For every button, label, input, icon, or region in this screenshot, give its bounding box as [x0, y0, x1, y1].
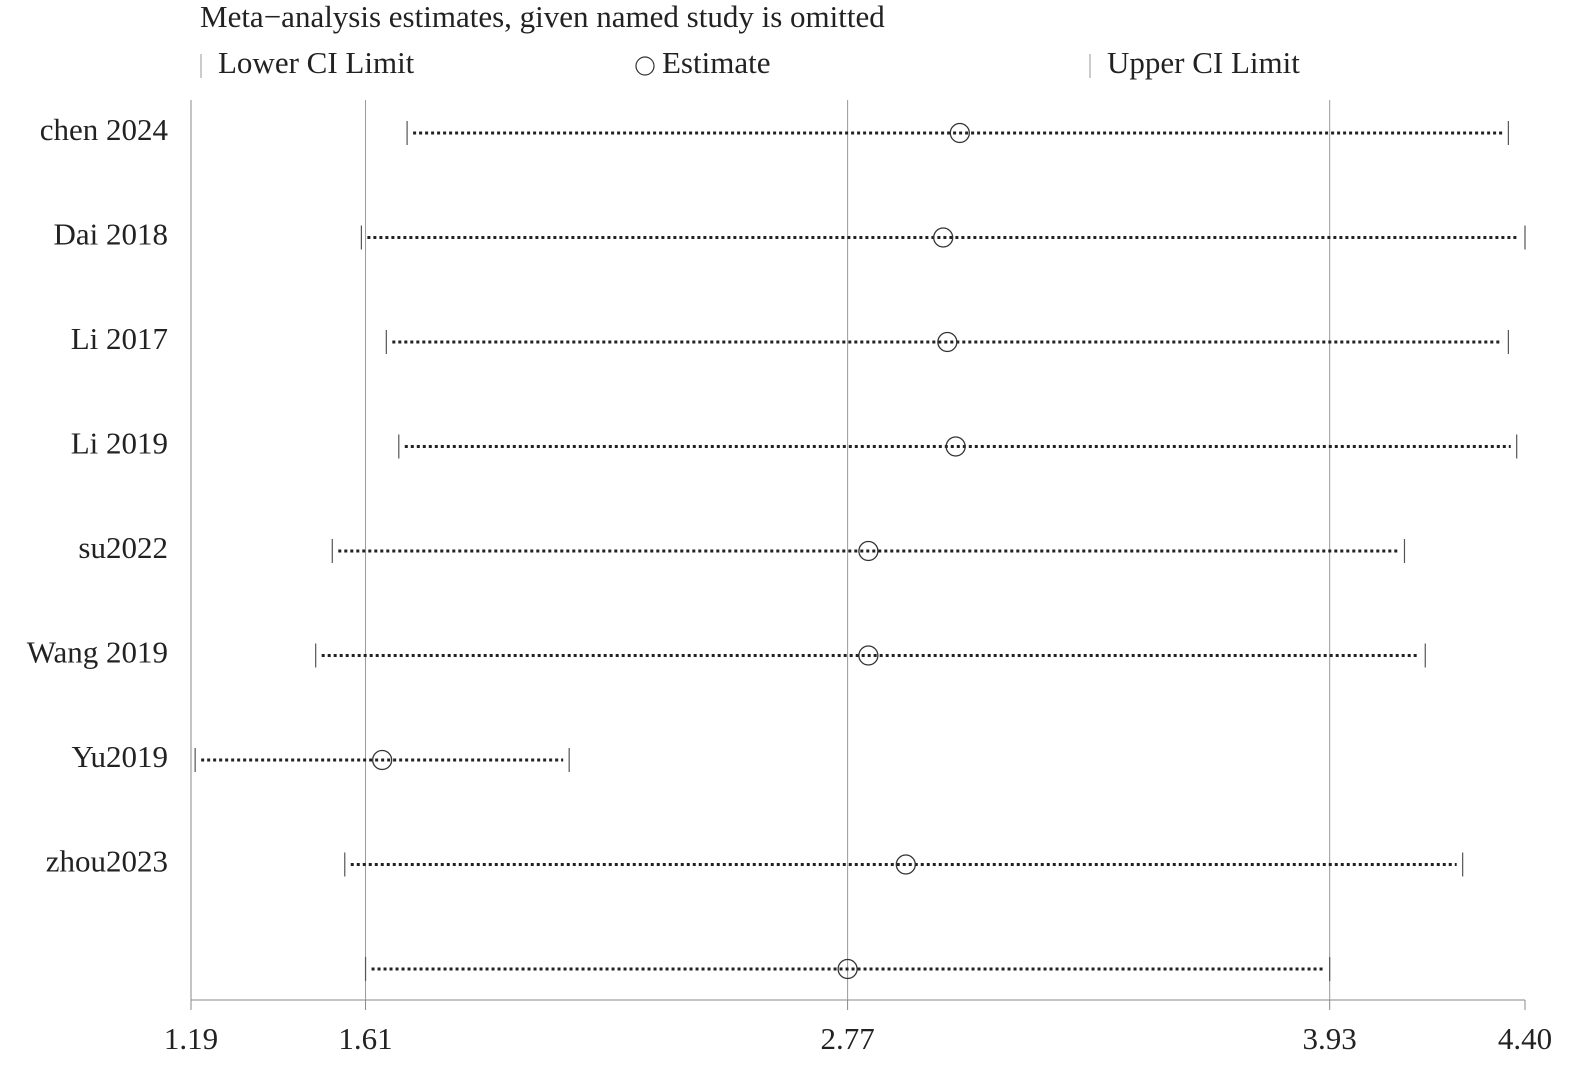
y-tick-label: Li 2017 — [71, 321, 168, 356]
y-tick-label: Yu2019 — [72, 739, 168, 774]
estimate — [895, 854, 916, 875]
y-tick-label: Dai 2018 — [53, 217, 168, 252]
estimate — [945, 436, 966, 457]
y-tick-label: Wang 2019 — [27, 635, 168, 670]
estimate — [858, 540, 879, 562]
estimate — [858, 645, 879, 666]
estimate — [933, 227, 954, 248]
y-tick-label: zhou2023 — [46, 844, 168, 879]
estimate — [837, 958, 858, 980]
x-tick-label: 2.77 — [820, 1021, 874, 1056]
legend-label: Estimate — [662, 45, 770, 80]
y-tick-label: su2022 — [78, 530, 168, 565]
x-tick-label: 4.40 — [1498, 1021, 1552, 1056]
y-tick-label: Li 2019 — [71, 426, 168, 461]
x-tick-label: 1.19 — [164, 1021, 218, 1056]
legend-label: Lower CI Limit — [218, 45, 415, 80]
estimate — [372, 749, 393, 771]
chart-title: Meta−analysis estimates, given named stu… — [200, 0, 885, 34]
estimate — [937, 331, 958, 353]
legend-label: Upper CI Limit — [1107, 45, 1300, 80]
x-tick-label: 1.61 — [338, 1021, 392, 1056]
x-tick-label: 3.93 — [1303, 1021, 1357, 1056]
y-tick-label: chen 2024 — [40, 112, 169, 147]
legend-marker — [635, 56, 655, 76]
estimate — [949, 122, 970, 144]
